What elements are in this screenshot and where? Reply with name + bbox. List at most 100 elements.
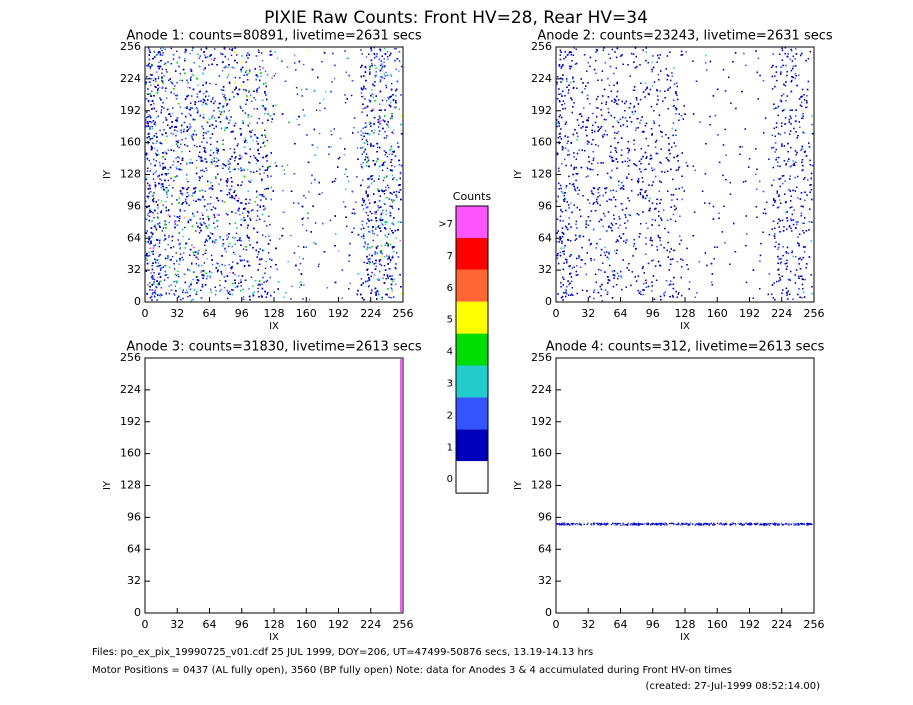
texture-dot (393, 129, 395, 131)
texture-dot (154, 245, 156, 247)
texture-dot (148, 205, 150, 207)
texture-dot (202, 110, 204, 112)
texture-dot (191, 263, 193, 266)
texture-dot (386, 274, 388, 276)
texture-dot (145, 62, 148, 64)
texture-dot (167, 190, 169, 192)
texture-dot (189, 78, 192, 80)
texture-dot (235, 232, 238, 235)
texture-dot (196, 159, 198, 162)
texture-dot (147, 197, 150, 199)
texture-dot (151, 125, 153, 128)
texture-dot (382, 179, 385, 182)
texture-dot (323, 98, 325, 100)
texture-dot (391, 199, 393, 201)
texture-dot (154, 85, 156, 88)
texture-dot (261, 60, 264, 62)
texture-dot (314, 222, 317, 224)
texture-dot (361, 111, 363, 113)
texture-dot (175, 282, 178, 284)
texture-dot (379, 103, 381, 105)
texture-dot (383, 193, 386, 195)
texture-dot (371, 261, 374, 263)
texture-dot (387, 58, 389, 60)
texture-dot (179, 247, 181, 249)
texture-dot (369, 68, 371, 70)
texture-dot (391, 193, 393, 195)
texture-dot (192, 192, 194, 194)
texture-dot (381, 212, 383, 214)
texture-dot (189, 87, 191, 89)
texture-dot (171, 240, 173, 242)
texture-dot (152, 83, 154, 85)
texture-dot (211, 263, 214, 266)
texture-dot (262, 234, 264, 236)
texture-dot (233, 148, 236, 150)
texture-dot (157, 262, 160, 264)
texture-dot (384, 203, 386, 205)
texture-dot (227, 58, 230, 60)
texture-dot (375, 213, 377, 215)
texture-dot (186, 94, 188, 96)
texture-dot (368, 254, 370, 256)
texture-dot (173, 179, 175, 182)
texture-dot (308, 191, 310, 193)
texture-dot (189, 150, 191, 152)
texture-dot (382, 119, 384, 121)
texture-dot (188, 108, 190, 111)
texture-dot (225, 116, 228, 118)
texture-dot (183, 217, 186, 219)
texture-dot (149, 170, 152, 172)
texture-dot (392, 179, 394, 182)
texture-dot (159, 268, 162, 270)
texture-dot (261, 195, 263, 197)
texture-dot (389, 228, 391, 230)
texture-dot (149, 115, 151, 117)
texture-dot (365, 153, 368, 155)
texture-dot (298, 286, 301, 289)
texture-dot (400, 65, 403, 68)
texture-dot (156, 216, 159, 218)
texture-dot (184, 216, 187, 218)
texture-dot (248, 212, 250, 214)
texture-dot (360, 87, 363, 89)
texture-dot (276, 57, 279, 59)
texture-dot (151, 289, 153, 291)
texture-dot (187, 82, 189, 84)
texture-dot (161, 49, 163, 52)
texture-dot (166, 108, 169, 111)
texture-dot (161, 143, 163, 145)
texture-dot (257, 287, 259, 290)
texture-dot (181, 79, 183, 82)
texture-dot (378, 259, 380, 261)
texture-dot (215, 165, 217, 167)
texture-dot (176, 260, 178, 262)
texture-dot (229, 196, 231, 199)
texture-dot (371, 212, 373, 215)
texture-dot (398, 60, 400, 62)
texture-dot (158, 245, 160, 248)
texture-dot (189, 123, 191, 125)
texture-dot (326, 287, 328, 289)
texture-dot (175, 274, 178, 277)
texture-dot (214, 48, 216, 50)
texture-dot (256, 91, 258, 93)
texture-dot (238, 282, 240, 284)
footer-motor: Motor Positions = 0437 (AL fully open), … (92, 665, 732, 676)
texture-dot (349, 282, 351, 285)
texture-dot (257, 290, 259, 293)
texture-dot (308, 50, 310, 52)
texture-dot (214, 166, 216, 168)
texture-dot (145, 178, 148, 181)
texture-dot (178, 201, 180, 204)
texture-dot (157, 87, 159, 90)
texture-dot (251, 129, 253, 131)
texture-dot (360, 49, 362, 51)
texture-dot (361, 95, 363, 98)
texture-dot (151, 122, 153, 124)
texture-dot (148, 195, 150, 198)
texture-dot (383, 202, 385, 204)
texture-dot (377, 209, 379, 211)
texture-dot (152, 79, 155, 82)
texture-dot (228, 264, 230, 266)
